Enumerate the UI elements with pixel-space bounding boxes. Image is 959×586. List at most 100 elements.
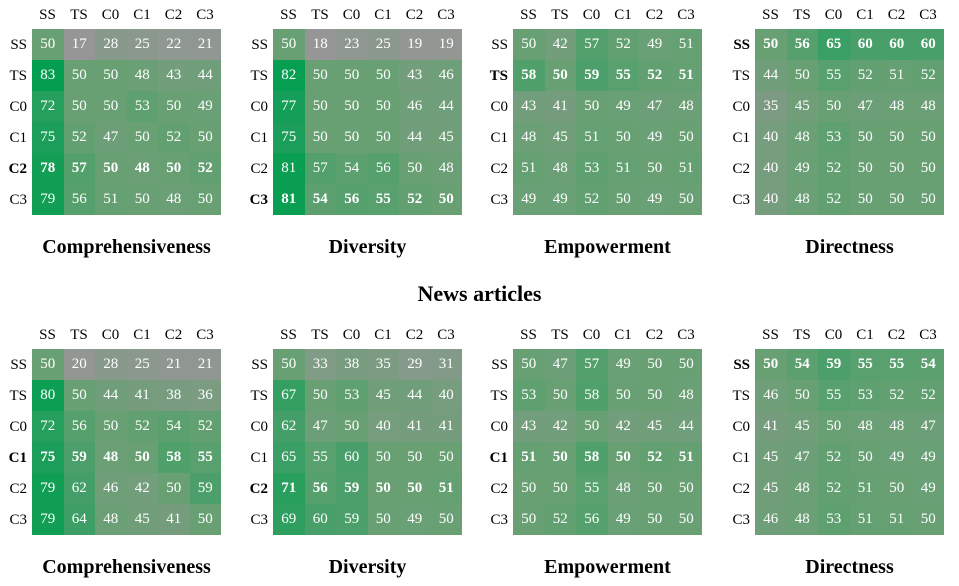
cell-value: 79 <box>40 511 56 527</box>
cell-value: 48 <box>857 418 873 434</box>
heatmap-cell <box>786 380 818 411</box>
heatmap-cell <box>304 29 336 60</box>
cell-value: 50 <box>438 511 454 527</box>
cell-value: 44 <box>763 67 779 83</box>
cell-value: 81 <box>281 191 297 207</box>
cell-value: 48 <box>678 98 694 114</box>
heatmap-cell <box>912 153 944 184</box>
cell-value: 59 <box>584 67 600 83</box>
cell-value: 48 <box>438 160 454 176</box>
heatmap-cell <box>912 411 944 442</box>
heatmap-cell <box>430 122 462 153</box>
cell-value: 59 <box>826 356 842 372</box>
cell-value: 50 <box>889 160 905 176</box>
heatmap-cell <box>513 91 545 122</box>
heatmap-cell <box>639 29 671 60</box>
cell-value: 55 <box>826 67 842 83</box>
column-label: SS <box>39 327 56 343</box>
heatmap-cell <box>399 29 431 60</box>
heatmap-cell <box>273 504 305 535</box>
cell-value: 82 <box>281 67 297 83</box>
cell-value: 41 <box>552 98 568 114</box>
column-label: C3 <box>677 327 695 343</box>
heatmap-cell <box>158 29 190 60</box>
heatmap-cell <box>158 411 190 442</box>
cell-value: 69 <box>281 511 297 527</box>
cell-value: 43 <box>521 418 537 434</box>
heatmap-cell <box>399 122 431 153</box>
metric-title: Diversity <box>328 556 407 578</box>
column-label: C3 <box>196 7 214 23</box>
heatmap-cell <box>786 29 818 60</box>
cell-value: 56 <box>71 418 87 434</box>
metric-title: Empowerment <box>544 236 671 258</box>
cell-value: 48 <box>794 511 810 527</box>
column-label: C1 <box>856 7 874 23</box>
cell-value: 50 <box>375 98 391 114</box>
cell-value: 48 <box>615 480 631 496</box>
cell-value: 52 <box>857 67 873 83</box>
cell-value: 52 <box>407 191 423 207</box>
heatmap-cell <box>755 349 787 380</box>
cell-value: 65 <box>281 449 297 465</box>
cell-value: 50 <box>857 191 873 207</box>
row-label: C3 <box>732 191 750 208</box>
heatmap-cell <box>544 91 576 122</box>
row-label: C2 <box>9 480 27 497</box>
heatmap-cell <box>639 411 671 442</box>
heatmap-cell <box>273 349 305 380</box>
heatmap-cell <box>912 442 944 473</box>
heatmap-cell <box>399 184 431 215</box>
cell-value: 50 <box>552 67 568 83</box>
cell-value: 36 <box>197 387 213 403</box>
cell-value: 60 <box>312 511 328 527</box>
cell-value: 52 <box>920 387 936 403</box>
cell-value: 41 <box>438 418 454 434</box>
heatmap-cell <box>189 153 221 184</box>
heatmap-cell <box>126 122 158 153</box>
heatmap-cell <box>336 380 368 411</box>
row-label: SS <box>10 36 27 53</box>
row-label: C2 <box>8 160 27 177</box>
column-label: SS <box>280 7 297 23</box>
cell-value: 50 <box>794 67 810 83</box>
cell-value: 50 <box>312 129 328 145</box>
heatmap-cell <box>755 29 787 60</box>
heatmap-cell <box>304 91 336 122</box>
heatmap-cell <box>126 91 158 122</box>
cell-value: 50 <box>678 480 694 496</box>
heatmap-cell <box>849 442 881 473</box>
cell-value: 49 <box>920 449 936 465</box>
cell-value: 25 <box>134 356 150 372</box>
heatmap-cell <box>126 411 158 442</box>
cell-value: 50 <box>375 511 391 527</box>
heatmap-cell <box>576 504 608 535</box>
cell-value: 50 <box>521 511 537 527</box>
heatmap-cell <box>881 380 913 411</box>
heatmap-cell <box>336 29 368 60</box>
cell-value: 50 <box>312 67 328 83</box>
cell-value: 45 <box>794 98 810 114</box>
column-label: C2 <box>164 7 183 23</box>
heatmap-cell <box>849 91 881 122</box>
cell-value: 59 <box>197 480 213 496</box>
row-label: C1 <box>490 129 508 146</box>
cell-value: 44 <box>103 387 119 403</box>
row-label: SS <box>491 356 508 373</box>
heatmap-cell <box>430 411 462 442</box>
heatmap-cell <box>639 184 671 215</box>
heatmap-cell <box>95 184 127 215</box>
row-label: C0 <box>490 418 508 435</box>
heatmap-cell <box>126 473 158 504</box>
cell-value: 46 <box>407 98 423 114</box>
cell-value: 50 <box>615 129 631 145</box>
column-label: SS <box>520 7 537 23</box>
row-label: TS <box>250 387 268 404</box>
row-label: TS <box>9 67 27 84</box>
cell-value: 48 <box>794 480 810 496</box>
cell-value: 72 <box>40 418 56 434</box>
cell-value: 52 <box>647 67 663 83</box>
column-label: SS <box>280 327 297 343</box>
cell-value: 60 <box>857 36 873 52</box>
row-label: C1 <box>250 449 268 466</box>
